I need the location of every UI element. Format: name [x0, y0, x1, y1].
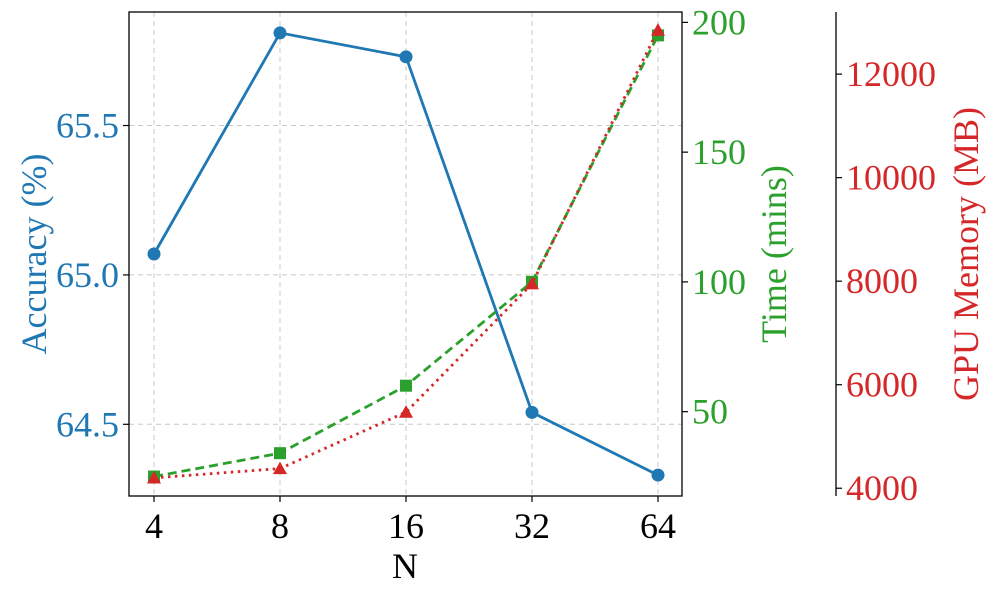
accuracy-point: [651, 468, 665, 482]
memory-tick-label: 12000: [846, 54, 936, 94]
x-tick-label: 64: [640, 506, 676, 546]
time-tick-label: 100: [692, 262, 746, 302]
memory-point: [651, 23, 665, 36]
accuracy-axis-label: Accuracy (%): [14, 154, 54, 355]
grid: [129, 12, 682, 496]
memory-series-line: [153, 29, 660, 480]
x-axis-label: N: [392, 546, 418, 586]
accuracy-point: [525, 405, 539, 419]
accuracy-tick-label: 64.5: [56, 404, 119, 444]
time-tick-label: 150: [692, 132, 746, 172]
memory-point: [399, 405, 413, 418]
x-tick-label: 16: [388, 506, 424, 546]
accuracy-tick-label: 65.0: [56, 255, 119, 295]
x-tick-label: 8: [271, 506, 289, 546]
time-axis-label: Time (mins): [754, 165, 794, 343]
memory-tick-label: 8000: [846, 261, 918, 301]
time-tick-label: 200: [692, 2, 746, 42]
time-tick-label: 50: [692, 392, 728, 432]
memory-tick-label: 6000: [846, 365, 918, 405]
accuracy-point: [147, 247, 161, 261]
memory-point: [525, 276, 539, 290]
x-tick-label: 32: [514, 506, 550, 546]
accuracy-tick-label: 65.5: [56, 106, 119, 146]
x-tick-label: 4: [145, 506, 163, 546]
time-point: [274, 447, 286, 460]
memory-tick-label: 4000: [846, 468, 918, 508]
accuracy-point: [273, 26, 287, 40]
memory-axis-label: GPU Memory (MB): [946, 107, 986, 401]
accuracy-point: [399, 50, 413, 64]
axes-layer: 4 8 16 32 64 64.5 65.0 65.5 50 100 150 200 4000 6000 8…: [56, 2, 936, 546]
time-point: [400, 379, 412, 392]
memory-point: [147, 470, 161, 484]
memory-tick-label: 10000: [846, 158, 936, 198]
memory-point: [273, 461, 287, 475]
series-layer: [147, 23, 665, 484]
